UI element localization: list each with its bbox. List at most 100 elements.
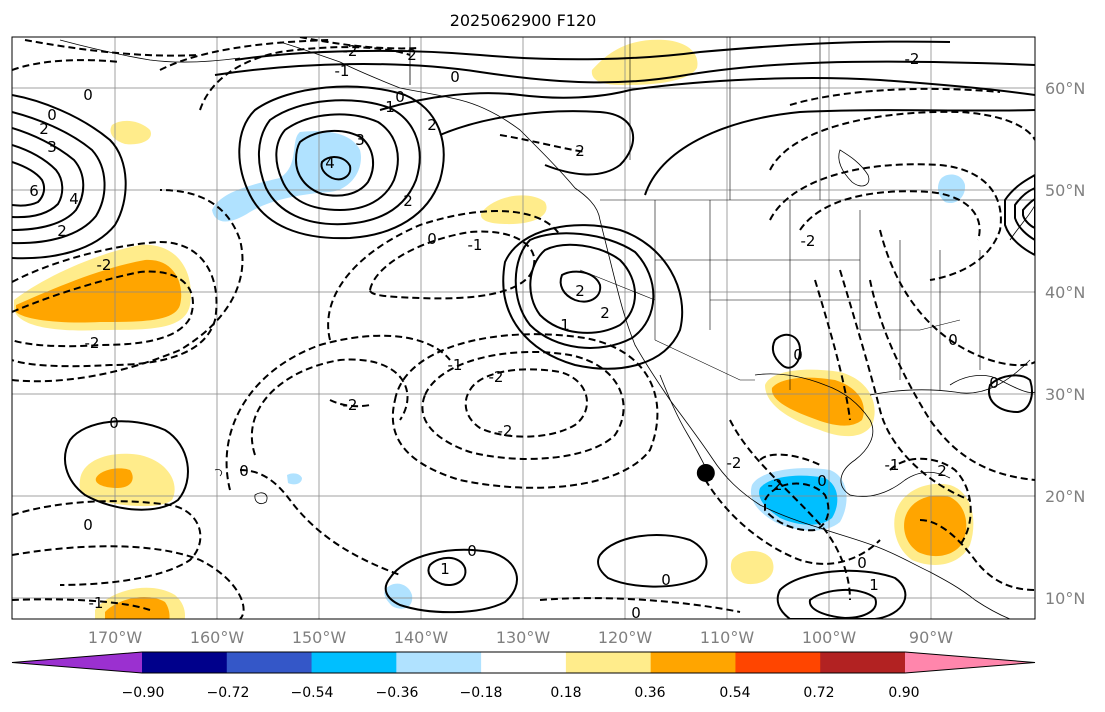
y-tick-label: 60°N bbox=[1045, 79, 1085, 98]
colorbar bbox=[11, 651, 1036, 674]
y-tick-label: 30°N bbox=[1045, 385, 1085, 404]
x-tick-label: 100°W bbox=[802, 628, 857, 647]
colorbar-extend-low bbox=[12, 652, 142, 673]
contour-label: 0 bbox=[631, 604, 641, 622]
contour-label: -2 bbox=[343, 396, 358, 414]
contour-label: 2 bbox=[600, 304, 610, 322]
contour-label: 2 bbox=[575, 142, 585, 160]
colorbar-extend-high bbox=[905, 652, 1035, 673]
y-axis-labels: 10°N 20°N 30°N 40°N 50°N 60°N bbox=[1045, 79, 1085, 608]
chart-title: 2025062900 F120 bbox=[450, 11, 597, 30]
colorbar-segment bbox=[396, 652, 482, 673]
contour-label: 4 bbox=[69, 190, 79, 208]
contour-label: -2 bbox=[343, 42, 358, 60]
colorbar-outline bbox=[11, 651, 1036, 674]
colorbar-labels: −0.90 −0.72 −0.54 −0.36 −0.18 0.18 0.36 … bbox=[122, 685, 920, 701]
contour-label: -2 bbox=[768, 476, 783, 494]
contour-labels: -2 2 -1 0 0 0 1 2 0 2 3 3 2 4 6 4 2 -2 2… bbox=[29, 42, 999, 622]
colorbar-segment bbox=[142, 652, 228, 673]
contour-label: 0 bbox=[793, 346, 803, 364]
x-tick-label: 90°W bbox=[909, 628, 953, 647]
map-area: -2 2 -1 0 0 0 1 2 0 2 3 3 2 4 6 4 2 -2 2… bbox=[12, 37, 1035, 622]
colorbar-segment bbox=[820, 652, 906, 673]
colorbar-tick-label: 0.72 bbox=[803, 685, 834, 701]
contour-label: -2 bbox=[85, 334, 100, 352]
contour-label: -2 bbox=[727, 454, 742, 472]
contour-label: 0 bbox=[857, 554, 867, 572]
contour-label: 1 bbox=[869, 576, 879, 594]
x-tick-label: 140°W bbox=[394, 628, 449, 647]
y-tick-label: 40°N bbox=[1045, 283, 1085, 302]
contour-label: 1 bbox=[560, 316, 570, 334]
contour-label: 1 bbox=[385, 98, 395, 116]
contour-label: -1 bbox=[885, 456, 900, 474]
contour-label: 0 bbox=[395, 88, 405, 106]
colorbar-tick-label: 0.18 bbox=[550, 685, 581, 701]
contour-label: 0 bbox=[817, 472, 827, 490]
contour-label: 0 bbox=[450, 68, 460, 86]
contours-positive bbox=[12, 40, 1035, 619]
y-tick-label: 10°N bbox=[1045, 589, 1085, 608]
colorbar-segment bbox=[226, 652, 313, 673]
contour-label: 3 bbox=[47, 138, 57, 156]
contour-label: 2 bbox=[403, 192, 413, 210]
contours-negative bbox=[12, 37, 1035, 619]
contour-label: 0 bbox=[239, 462, 249, 480]
contour-label: 0 bbox=[467, 542, 477, 560]
contour-label: 2 bbox=[407, 46, 417, 64]
map-frame bbox=[11, 36, 1036, 620]
contour-label: 0 bbox=[948, 331, 958, 349]
contour-label: -1 bbox=[448, 356, 463, 374]
contour-label: 6 bbox=[29, 182, 39, 200]
x-tick-label: 120°W bbox=[598, 628, 653, 647]
contour-label: -2 bbox=[97, 256, 112, 274]
x-axis-labels: 170°W 160°W 150°W 140°W 130°W 120°W 110°… bbox=[88, 628, 953, 647]
contour-label: -1 bbox=[89, 594, 104, 612]
x-tick-label: 130°W bbox=[496, 628, 551, 647]
contour-label: 0 bbox=[109, 414, 119, 432]
colorbar-tick-label: −0.36 bbox=[376, 685, 419, 701]
x-tick-label: 150°W bbox=[292, 628, 347, 647]
x-tick-label: 170°W bbox=[88, 628, 143, 647]
contour-label: -1 bbox=[335, 62, 350, 80]
contour-label: 2 bbox=[427, 116, 437, 134]
y-tick-label: 50°N bbox=[1045, 181, 1085, 200]
contour-label: 2 bbox=[57, 222, 67, 240]
graticule bbox=[12, 37, 1035, 619]
contour-label: -1 bbox=[468, 236, 483, 254]
contour-label: -2 bbox=[498, 422, 513, 440]
colorbar-tick-label: 0.36 bbox=[634, 685, 665, 701]
contour-label: 2 bbox=[937, 462, 947, 480]
colorbar-tick-label: 0.90 bbox=[888, 685, 919, 701]
contour-label: 4 bbox=[325, 154, 335, 172]
colorbar-tick-label: −0.18 bbox=[460, 685, 503, 701]
contour-label: 3 bbox=[355, 131, 365, 149]
x-tick-label: 160°W bbox=[190, 628, 245, 647]
colorbar-tick-label: −0.54 bbox=[291, 685, 334, 701]
contour-label: 2 bbox=[39, 120, 49, 138]
colorbar-segment bbox=[565, 652, 652, 673]
contour-label: -2 bbox=[489, 368, 504, 386]
anomaly-fills bbox=[14, 39, 974, 619]
colorbar-segment bbox=[481, 652, 567, 673]
contour-label: 0 bbox=[83, 86, 93, 104]
contour-label: 1 bbox=[440, 560, 450, 578]
colorbar-segment bbox=[650, 652, 736, 673]
location-marker bbox=[696, 463, 715, 482]
contour-label: -2 bbox=[801, 232, 816, 250]
y-tick-label: 20°N bbox=[1045, 487, 1085, 506]
contour-label: 0 bbox=[661, 571, 671, 589]
contour-label: 0 bbox=[989, 374, 999, 392]
contour-label: 0 bbox=[47, 106, 57, 124]
colorbar-tick-label: −0.72 bbox=[207, 685, 250, 701]
colorbar-segment bbox=[735, 652, 821, 673]
contour-label: -2 bbox=[905, 50, 920, 68]
colorbar-segment bbox=[311, 652, 397, 673]
contour-label: 0 bbox=[83, 516, 93, 534]
contour-label: 2 bbox=[575, 282, 585, 300]
colorbar-tick-label: −0.90 bbox=[122, 685, 165, 701]
contour-label: 0 bbox=[427, 230, 437, 248]
x-tick-label: 110°W bbox=[700, 628, 755, 647]
colorbar-tick-label: 0.54 bbox=[719, 685, 750, 701]
